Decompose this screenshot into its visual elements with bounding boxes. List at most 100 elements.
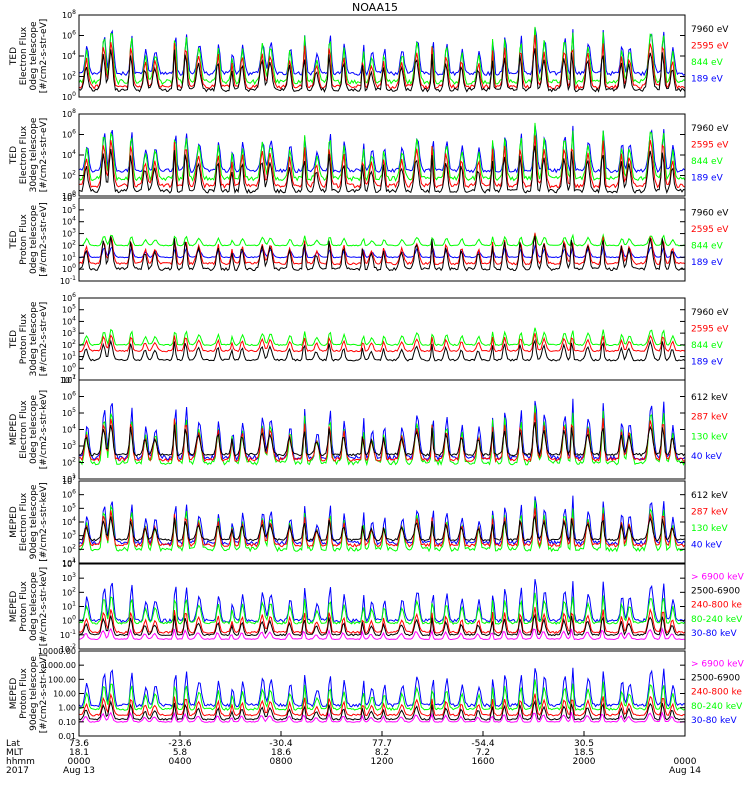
panel-2: 100 102 104 106 108 TED Electron Flux 30deg tel… bbox=[9, 108, 729, 201]
legend-entry: 240-800 ke bbox=[691, 688, 742, 698]
y-tick-label: 102 bbox=[62, 239, 76, 250]
y-tick-label: 1.00 bbox=[58, 704, 76, 713]
series-7960-ev bbox=[78, 145, 686, 195]
y-axis-label: 0deg telescope bbox=[29, 21, 39, 91]
y-tick-exponent: 8 bbox=[72, 9, 76, 16]
legend-entry: 2595 eV bbox=[691, 42, 729, 52]
y-tick-exponent: 2 bbox=[72, 543, 76, 550]
x-axis-value: 0800 bbox=[270, 757, 293, 767]
series-287-kev bbox=[78, 412, 686, 464]
legend-entry: 7960 eV bbox=[691, 25, 729, 35]
y-tick-exponent: 4 bbox=[72, 424, 76, 431]
y-tick-label: 102 bbox=[62, 339, 76, 350]
y-axis-label: MEPED bbox=[9, 414, 19, 446]
x-axis-value: 0000 bbox=[68, 757, 91, 767]
legend-entry: 130 keV bbox=[691, 524, 728, 534]
series-30-80-kev bbox=[78, 667, 686, 708]
y-tick-label: 100 bbox=[62, 91, 76, 102]
y-tick-exponent: 2 bbox=[72, 339, 76, 346]
series-844-ev bbox=[78, 232, 686, 247]
y-tick-exponent: 5 bbox=[72, 502, 76, 509]
y-tick-exponent: 3 bbox=[72, 530, 76, 537]
y-tick-label: 103 bbox=[62, 572, 76, 583]
x-axis-value: -23.6 bbox=[168, 739, 192, 749]
series-130-kev bbox=[78, 405, 686, 467]
y-tick-exponent: 4 bbox=[72, 516, 76, 523]
y-tick-label: 103 bbox=[62, 327, 76, 338]
y-tick-exponent: 0 bbox=[72, 615, 76, 622]
y-tick-label: 102 bbox=[62, 457, 76, 468]
legend-entry: 2595 eV bbox=[691, 325, 729, 335]
y-tick-exponent: 2 bbox=[72, 586, 76, 593]
y-tick-exponent: -2 bbox=[70, 643, 76, 650]
series-80-240-kev bbox=[78, 679, 686, 712]
y-tick-label: 106 bbox=[62, 30, 76, 41]
y-axis-label: [#/cm2-s-str-eV] bbox=[39, 202, 49, 277]
legend-entry: 189 eV bbox=[691, 258, 724, 268]
x-axis-value: 1600 bbox=[472, 757, 495, 767]
y-axis-label: [#/cm2-s-str-keV] bbox=[39, 482, 49, 561]
y-tick-label: 100 bbox=[62, 615, 76, 626]
panel-frame bbox=[78, 297, 686, 381]
x-axis-row-label: MLT bbox=[6, 748, 24, 758]
y-tick-label: 107 bbox=[62, 475, 76, 486]
y-tick-exponent: -1 bbox=[70, 629, 76, 636]
y-axis-label: TED bbox=[9, 146, 19, 165]
legend-entry: 844 eV bbox=[691, 341, 724, 351]
legend-entry: 287 keV bbox=[691, 508, 728, 518]
y-tick-label: 102 bbox=[62, 586, 76, 597]
y-axis-label: Electron Flux bbox=[19, 400, 29, 459]
x-axis-value: 1200 bbox=[371, 757, 394, 767]
y-axis-label: 30deg telescope bbox=[29, 117, 39, 192]
y-tick-label: 10000.00 bbox=[38, 647, 76, 656]
x-axis-value: 0000 bbox=[674, 757, 697, 767]
series-7960-ev bbox=[78, 48, 686, 93]
y-tick-label: 104 bbox=[62, 149, 76, 160]
y-tick-exponent: 3 bbox=[72, 440, 76, 447]
legend-entry: 30-80 keV bbox=[691, 716, 737, 726]
y-axis-label: MEPED bbox=[9, 506, 19, 538]
legend-entry: 189 eV bbox=[691, 173, 724, 183]
y-tick-exponent: 5 bbox=[72, 407, 76, 414]
y-tick-exponent: 1 bbox=[72, 473, 76, 480]
panel-frame bbox=[78, 113, 686, 197]
y-tick-exponent: 0 bbox=[72, 91, 76, 98]
legend-entry: 130 keV bbox=[691, 432, 728, 442]
y-tick-exponent: 3 bbox=[72, 327, 76, 334]
y-axis-label: [#/cm2-s-str-eV] bbox=[39, 19, 49, 94]
y-axis-label: [#/cm2-s-str-eV] bbox=[39, 302, 49, 377]
y-tick-label: 102 bbox=[62, 170, 76, 181]
series-287-kev bbox=[78, 507, 686, 548]
x-axis-value: Aug 14 bbox=[669, 766, 701, 776]
y-tick-label: 104 bbox=[62, 315, 76, 326]
y-tick-label: 102 bbox=[62, 543, 76, 554]
y-tick-label: 106 bbox=[62, 292, 76, 303]
y-tick-exponent: 3 bbox=[72, 228, 76, 235]
legend-entry: > 6900 keV bbox=[691, 572, 745, 582]
y-tick-label: 105 bbox=[62, 502, 76, 513]
legend-entry: 2500-6900 bbox=[691, 587, 740, 597]
legend-entry: 7960 eV bbox=[691, 208, 729, 218]
series-130-kev bbox=[78, 500, 686, 553]
y-tick-exponent: 6 bbox=[72, 292, 76, 299]
y-tick-exponent: 2 bbox=[72, 71, 76, 78]
legend-entry: 287 keV bbox=[691, 413, 728, 423]
legend-entry: 80-240 keV bbox=[691, 702, 743, 712]
x-axis-value: 18.6 bbox=[271, 748, 291, 758]
y-tick-exponent: 2 bbox=[72, 170, 76, 177]
legend-entry: 7960 eV bbox=[691, 124, 729, 134]
legend-entry: 2595 eV bbox=[691, 141, 729, 151]
legend-entry: 80-240 keV bbox=[691, 615, 743, 625]
x-axis-value: 2000 bbox=[573, 757, 596, 767]
y-tick-label: 10-1 bbox=[60, 374, 76, 385]
y-axis-label: TED bbox=[9, 330, 19, 349]
x-axis-value: 8.2 bbox=[375, 748, 389, 758]
legend-entry: 612 keV bbox=[691, 491, 728, 501]
y-tick-label: 0.01 bbox=[58, 732, 76, 741]
y-tick-label: 101 bbox=[62, 557, 76, 568]
y-axis-label: 0deg telescope bbox=[29, 572, 39, 642]
y-tick-exponent: 8 bbox=[72, 108, 76, 115]
x-axis-value: 77.7 bbox=[372, 739, 392, 749]
